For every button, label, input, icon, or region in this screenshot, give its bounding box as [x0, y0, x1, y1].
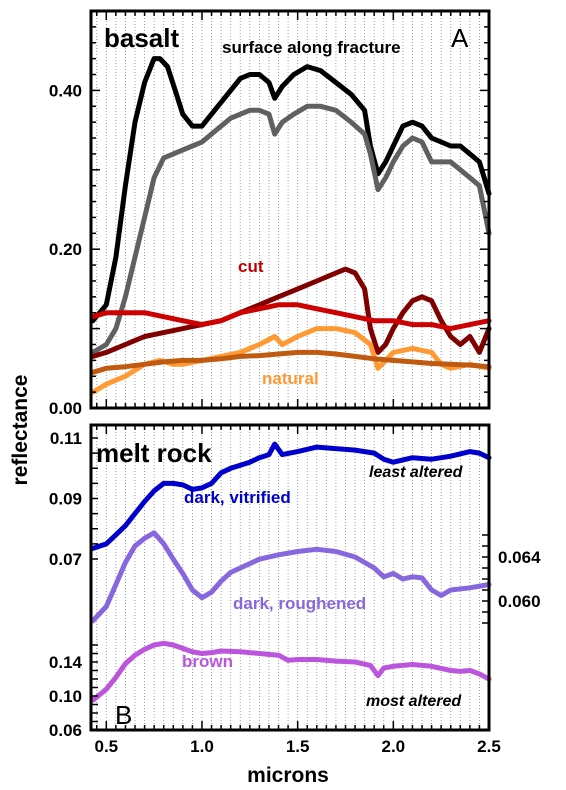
- x-tick-label: 0.5: [94, 737, 118, 756]
- series-line-a3: [90, 302, 492, 332]
- panel-b-series: [90, 441, 492, 703]
- annotation-natural: natural: [262, 369, 319, 388]
- panel-a-subtitle: surface along fracture: [222, 38, 401, 57]
- series-line-b1: [90, 530, 492, 624]
- series-line-b0: [90, 441, 492, 551]
- panel-b-title: melt rock: [96, 438, 212, 468]
- y-tick-label-a: 0.40: [49, 81, 82, 100]
- series-line-a5: [90, 349, 492, 375]
- x-axis-title: microns: [247, 764, 329, 787]
- y-tick-label-b-bottom: 0.14: [49, 653, 83, 672]
- y-tick-label-b-bottom: 0.10: [49, 687, 82, 706]
- y-tick-label-b-bottom: 0.06: [49, 721, 82, 740]
- series-line-a0: [90, 56, 492, 324]
- panel-a-title: basalt: [104, 23, 179, 53]
- x-tick-label: 2.0: [382, 737, 406, 756]
- panel-a-letter: A: [451, 23, 469, 53]
- series-label-dark-vitrified: dark, vitrified: [184, 488, 291, 507]
- panel-b-letter: B: [115, 700, 132, 730]
- annotation-cut: cut: [238, 257, 264, 276]
- y-tick-label-b-top: 0.07: [49, 550, 82, 569]
- x-tick-label: 1.0: [190, 737, 214, 756]
- y-tick-label-b-right: 0.064: [498, 548, 541, 567]
- y-tick-label-b-top: 0.11: [50, 429, 82, 448]
- x-tick-label: 1.5: [286, 737, 310, 756]
- panel-a-series: [90, 56, 492, 395]
- series-label-dark-roughened: dark, roughened: [233, 594, 366, 613]
- panel-a-ticks: 0.00 0.20 0.40: [49, 10, 489, 418]
- series-line-b2: [90, 640, 492, 703]
- y-tick-label-a: 0.20: [49, 240, 82, 259]
- panel-a-gridlines: [96, 12, 480, 407]
- annotation-most-altered: most altered: [366, 693, 462, 710]
- panel-b-ticks: 0.5 1.0 1.5 2.0 2.5 0.07 0.09 0.11 0.060 0.064 0.0…: [49, 425, 541, 756]
- y-tick-label-a: 0.00: [49, 399, 82, 418]
- annotation-least-altered: least altered: [369, 464, 464, 481]
- series-label-brown: brown: [182, 652, 233, 671]
- series-line-a1: [90, 103, 492, 355]
- y-axis-title: reflectance: [9, 375, 32, 486]
- panel-b-frame: [89, 423, 491, 732]
- y-tick-label-b-right: 0.060: [498, 592, 541, 611]
- panel-a-frame: [89, 9, 491, 410]
- x-tick-label: 2.5: [477, 737, 501, 756]
- y-tick-label-b-top: 0.09: [49, 490, 82, 509]
- panel-b: 0.5 1.0 1.5 2.0 2.5 0.07 0.09 0.11 0.060 0.064 0.0…: [49, 423, 541, 756]
- series-line-a2: [90, 266, 492, 359]
- panel-a: 0.00 0.20 0.40 basalt surface along fractu…: [49, 9, 492, 418]
